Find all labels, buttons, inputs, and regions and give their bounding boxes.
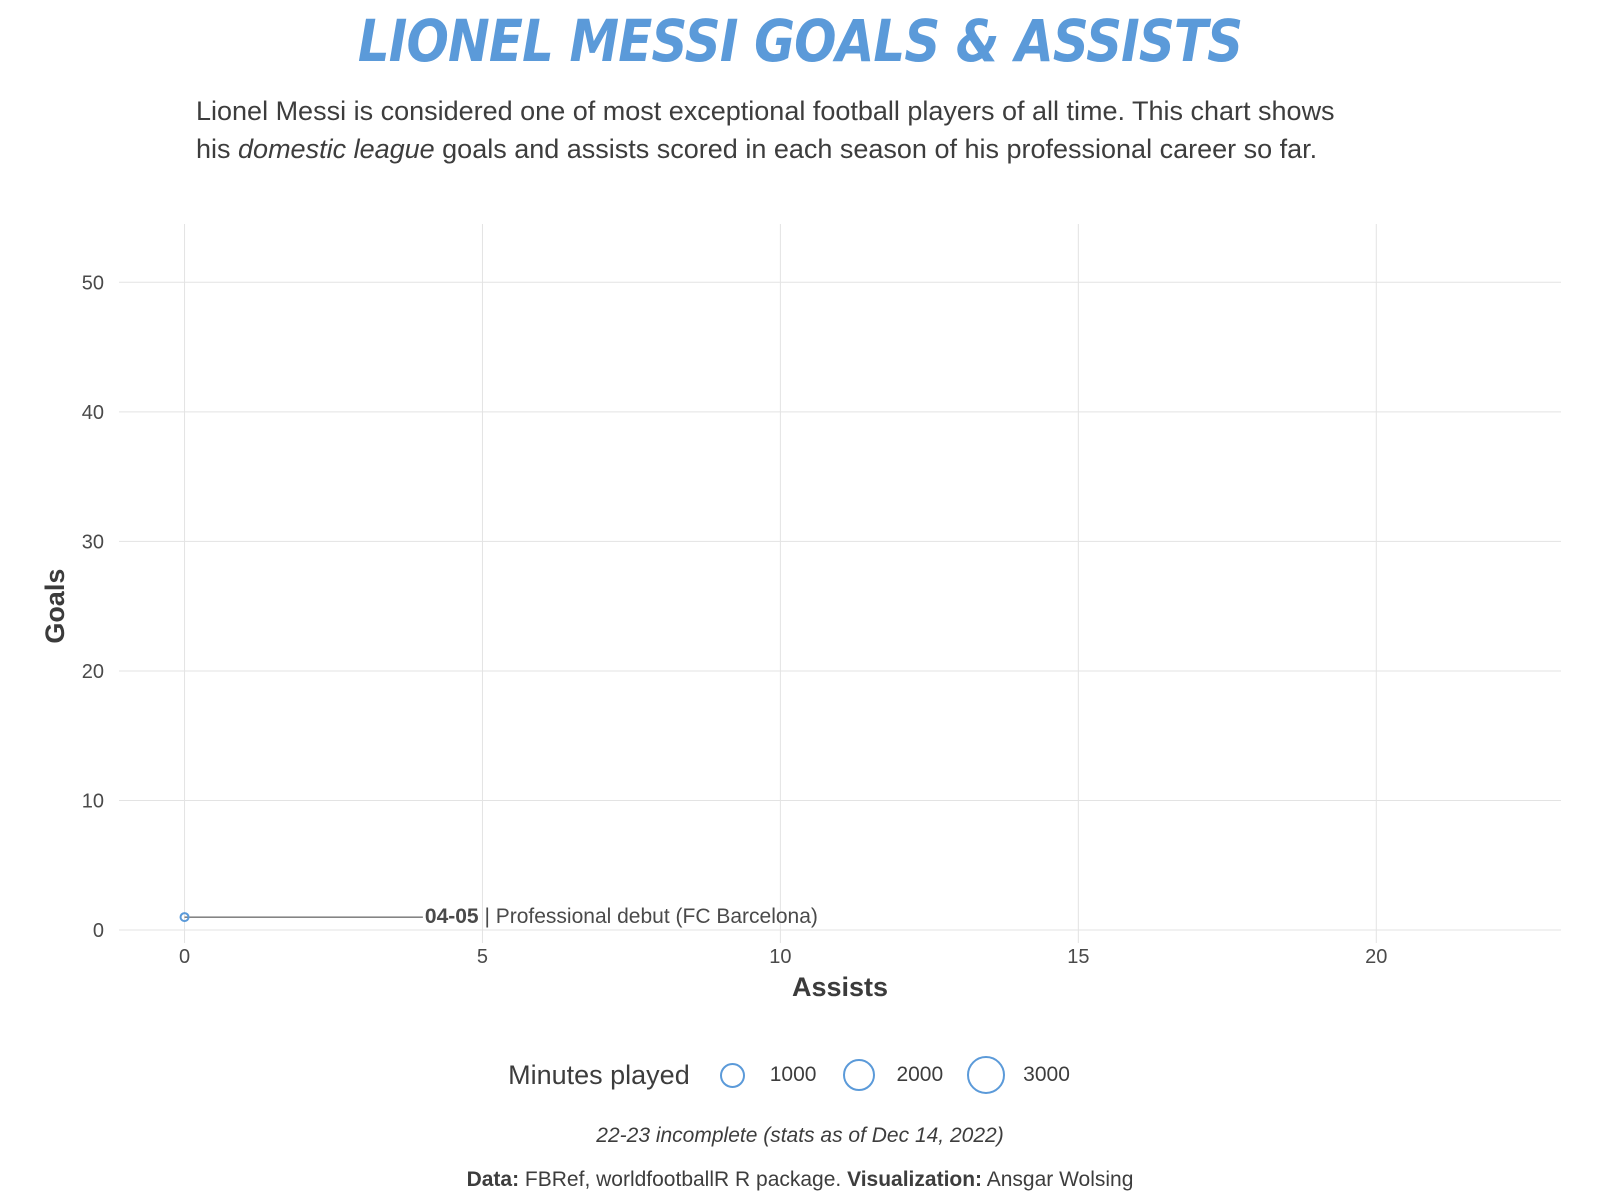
x-tick-label: 0 — [179, 946, 190, 968]
caption-viz-label: Visualization: — [847, 1168, 983, 1191]
legend-circle-1000 — [720, 1062, 746, 1088]
chart-subtitle: Lionel Messi is considered one of most e… — [196, 92, 1446, 168]
legend-item-1000: 1000 — [712, 1054, 817, 1096]
y-axis-title: Goals — [40, 569, 70, 644]
legend-item-2000: 2000 — [838, 1054, 943, 1096]
subtitle-line2-post: goals and assists scored in each season … — [434, 134, 1318, 164]
y-tick-label: 20 — [82, 661, 104, 683]
x-tick-label: 10 — [769, 946, 791, 968]
x-tick-label: 5 — [477, 946, 488, 968]
legend-label-1000: 1000 — [769, 1063, 817, 1086]
subtitle-line2-pre: his — [196, 134, 239, 164]
y-tick-label: 30 — [82, 531, 104, 553]
x-tick-label: 15 — [1067, 946, 1089, 968]
point-annotation: 04-05 | Professional debut (FC Barcelona… — [425, 905, 818, 928]
size-legend: Minutes played 1000 2000 3000 — [0, 1052, 1600, 1098]
legend-circle-2000 — [843, 1059, 876, 1091]
y-tick-label: 40 — [82, 402, 104, 424]
annotation-text: | Professional debut (FC Barcelona) — [479, 905, 818, 928]
legend-circle-3000 — [967, 1056, 1006, 1094]
y-tick-label: 0 — [93, 920, 104, 942]
caption-data-text: FBRef, worldfootballR R package. — [519, 1168, 848, 1191]
subtitle-line1: Lionel Messi is considered one of most e… — [196, 96, 1335, 126]
x-tick-label: 20 — [1365, 946, 1387, 968]
annotation-season: 04-05 — [425, 905, 479, 928]
y-tick-label: 10 — [82, 790, 104, 812]
x-axis-title: Assists — [792, 972, 888, 1002]
source-caption: Data: FBRef, worldfootballR R package. V… — [0, 1168, 1600, 1192]
scatter-chart: 0 5 10 15 20 0 10 20 30 40 50 Assists Goals 04-05 | P… — [40, 224, 1561, 1002]
legend-label-2000: 2000 — [896, 1063, 944, 1086]
subtitle-line2-emphasis: domestic league — [238, 134, 435, 164]
caption-viz-text: Ansgar Wolsing — [982, 1168, 1134, 1191]
caption-data-label: Data: — [466, 1168, 520, 1191]
legend-item-3000: 3000 — [965, 1054, 1070, 1096]
legend-title: Minutes played — [508, 1059, 690, 1090]
data-point — [179, 912, 190, 923]
legend-label-3000: 3000 — [1023, 1063, 1070, 1086]
chart-title: LIONEL MESSI GOALS & ASSISTS — [357, 7, 1243, 75]
incomplete-note: 22-23 incomplete (stats as of Dec 14, 20… — [596, 1124, 1004, 1147]
y-tick-label: 50 — [82, 272, 104, 294]
